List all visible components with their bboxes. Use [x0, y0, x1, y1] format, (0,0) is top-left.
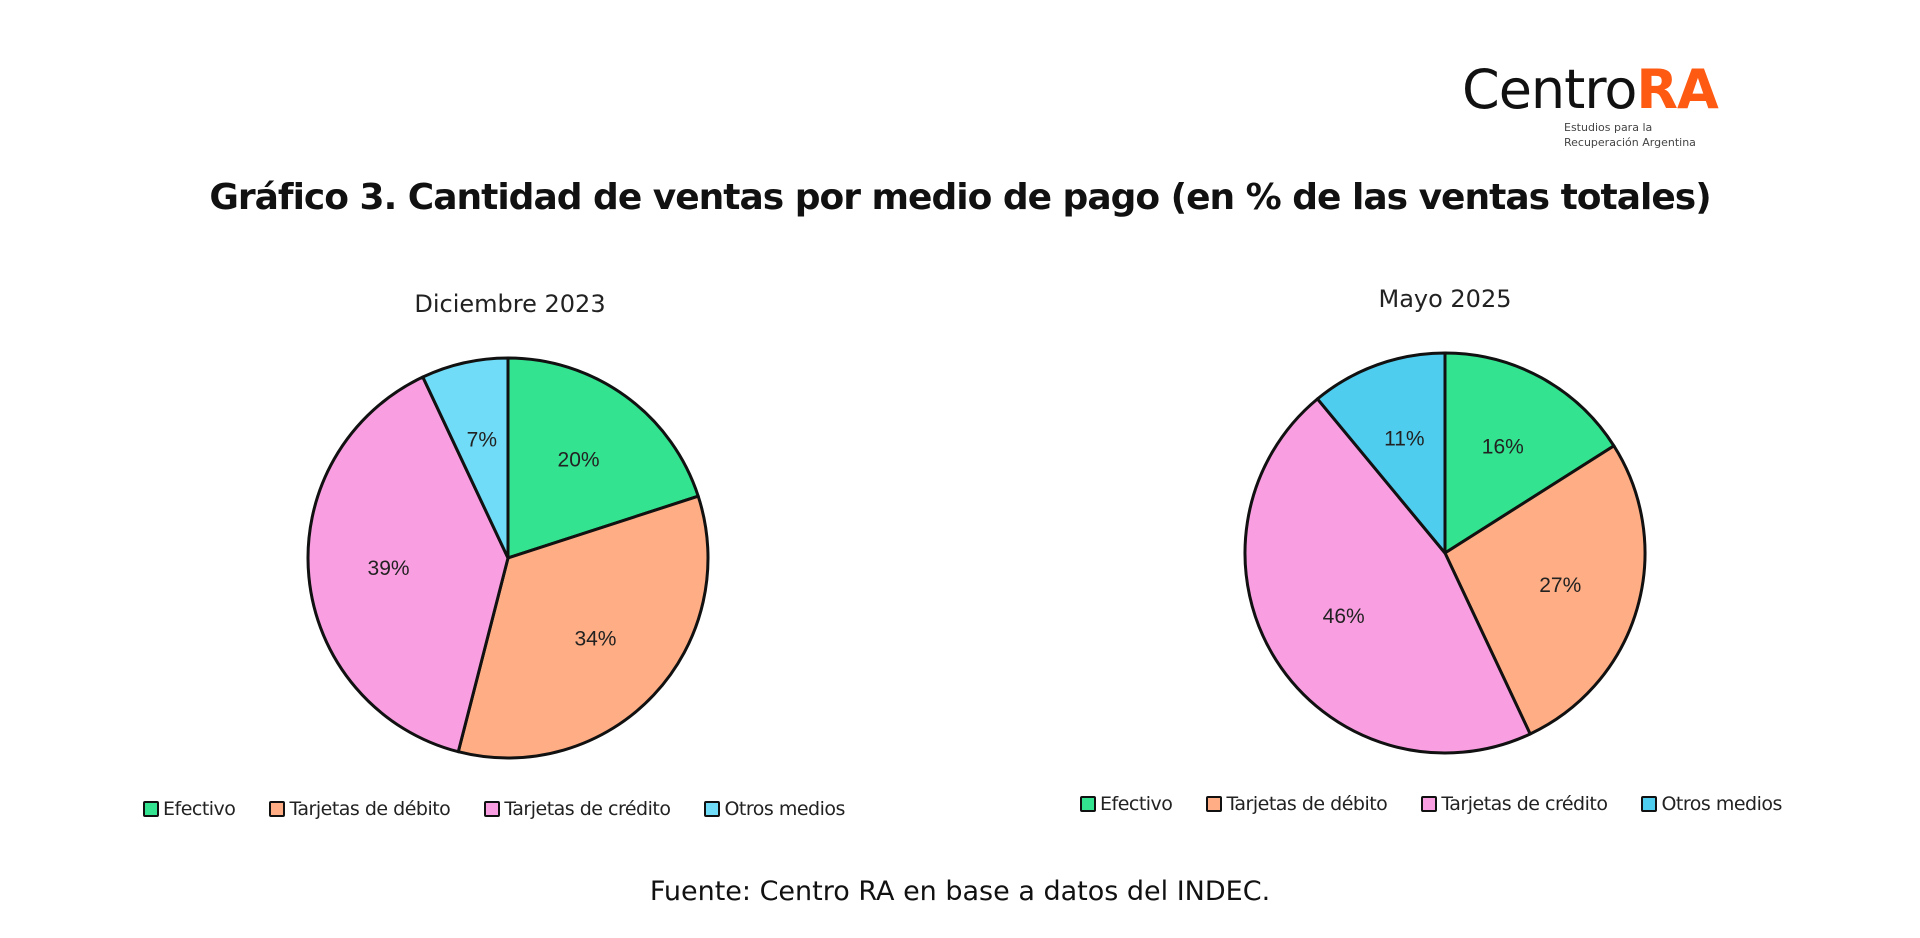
slice-value-label: 46% — [1323, 605, 1365, 628]
legend-label: Tarjetas de débito — [1226, 793, 1388, 815]
legend-swatch-icon — [1641, 796, 1658, 812]
legend-swatch-icon — [1206, 796, 1223, 812]
logo-wordmark: CentroRA — [1462, 58, 1719, 122]
legend-item: Efectivo — [1080, 793, 1173, 815]
logo-subtitle-line2: Recuperación Argentina — [1564, 136, 1696, 149]
legend-swatch-icon — [1080, 796, 1096, 812]
slice-value-label: 7% — [467, 428, 497, 451]
pie-slice-tarjetas-de-d-bito — [456, 494, 710, 760]
chart-main-title: Gráfico 3. Cantidad de ventas por medio … — [209, 177, 1711, 218]
legend-label: Otros medios — [1661, 793, 1782, 815]
pie-slice-tarjetas-de-cr-dito — [1243, 397, 1532, 755]
logo-subtitle-line1: Estudios para la — [1564, 121, 1653, 134]
slice-value-label: 11% — [1384, 428, 1424, 451]
legend-label: Tarjetas de crédito — [504, 798, 671, 820]
slice-value-label: 39% — [368, 557, 410, 580]
legend-swatch-icon — [1421, 796, 1438, 812]
pie-chart-mayo-2025: 16% 27% 46% 11% — [1243, 351, 1647, 755]
legend-swatch-icon — [484, 801, 501, 817]
legend-swatch-icon — [269, 801, 286, 817]
legend-item: Otros medios — [704, 798, 845, 820]
centro-ra-logo: CentroRA Estudios para la Recuperación A… — [1462, 58, 1732, 158]
legend-item: Tarjetas de crédito — [1421, 793, 1608, 815]
pie-chart-dic-2023: 20% 34% 39% 7% — [306, 356, 710, 760]
slice-value-label: 34% — [574, 628, 616, 651]
pie-slice-tarjetas-de-cr-dito — [306, 375, 510, 754]
slice-value-label: 27% — [1539, 574, 1581, 597]
logo-ra-text: RA — [1636, 58, 1718, 121]
legend-item: Efectivo — [143, 798, 236, 820]
pie-slice-otros-medios — [1316, 351, 1447, 555]
source-footnote: Fuente: Centro RA en base a datos del IN… — [649, 876, 1271, 907]
legend-swatch-icon — [704, 801, 721, 817]
pie-slice-tarjetas-de-d-bito — [1443, 444, 1647, 736]
legend-label: Otros medios — [724, 798, 845, 820]
legend-label: Efectivo — [1100, 793, 1173, 815]
pie-slice-efectivo — [506, 356, 700, 560]
legend-label: Efectivo — [163, 798, 236, 820]
pie-title-dic-2023: Diciembre 2023 — [414, 290, 606, 318]
legend-label: Tarjetas de crédito — [1441, 793, 1608, 815]
slice-value-label: 16% — [1482, 435, 1524, 458]
pie-slice-efectivo — [1443, 351, 1616, 555]
legend-item: Otros medios — [1641, 793, 1782, 815]
pie-slice-otros-medios — [421, 356, 510, 560]
logo-centro-text: Centro — [1462, 58, 1637, 121]
legend-swatch-icon — [143, 801, 159, 817]
legend-item: Tarjetas de débito — [269, 798, 451, 820]
pie-title-mayo-2025: Mayo 2025 — [1378, 285, 1512, 313]
legend-dic-2023: Efectivo Tarjetas de débito Tarjetas de cr… — [143, 798, 879, 820]
slice-value-label: 20% — [558, 448, 600, 471]
logo-subtitle: Estudios para la Recuperación Argentina — [1564, 120, 1696, 150]
legend-label: Tarjetas de débito — [289, 798, 451, 820]
legend-item: Tarjetas de crédito — [484, 798, 671, 820]
legend-item: Tarjetas de débito — [1206, 793, 1388, 815]
legend-mayo-2025: Efectivo Tarjetas de débito Tarjetas de cr… — [1080, 793, 1816, 815]
